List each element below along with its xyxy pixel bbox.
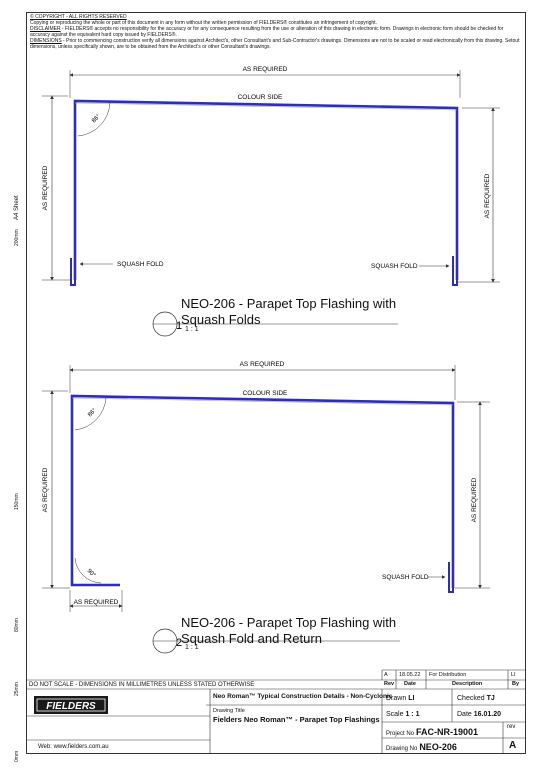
project-field: Project No FAC-NR-19001 — [386, 727, 478, 737]
rev-row-rev: A — [384, 672, 388, 678]
scale-field: Scale 1 : 1 — [386, 711, 419, 718]
detail-1-flashing-profile — [73, 99, 459, 280]
titleblock-grid — [26, 669, 526, 754]
scale-label: Scale — [386, 711, 404, 718]
detail-2-angle-top-label: 86° — [87, 407, 98, 418]
website-text: Web: www.fielders.com.au — [38, 744, 109, 750]
checked-value: TJ — [486, 695, 495, 702]
detail-1-title: NEO-206 - Parapet Top Flashing with Squa… — [181, 296, 396, 328]
copyright-text: Copying or reproducing the whole or part… — [30, 20, 377, 26]
rev-row-by: LI — [511, 672, 516, 678]
rev-row-date: 18.05.22 — [399, 672, 421, 678]
date-value: 16.01.20 — [473, 711, 501, 718]
disclaimer-label: DISCLAIMER — [30, 26, 61, 32]
drawing-sheet-border — [26, 12, 526, 754]
detail-1-angle-label: 86° — [91, 113, 102, 124]
drawing-no-field: Drawing No NEO-206 — [386, 742, 457, 752]
detail-1-dim-left-label: AS REQUIRED — [42, 165, 49, 210]
dimensions-label: DIMENSIONS — [30, 38, 62, 44]
detail-1-colour-side-label: COLOUR SIDE — [238, 94, 283, 101]
detail-2-dim-right-label: AS REQUIRED — [471, 477, 478, 522]
drawing-notes: © COPYRIGHT - ALL RIGHTS RESERVED Copyin… — [30, 14, 520, 50]
detail-1-scale: 1 : 1 — [185, 326, 199, 333]
rev-header-by: By — [512, 681, 520, 687]
detail-2-drawing: AS REQUIRED AS REQUIRED AS REQUIRED AS R… — [42, 361, 490, 654]
detail-2-angle-bottom-label: 90° — [86, 568, 97, 579]
detail-2-scale: 1 : 1 — [185, 644, 199, 651]
date-label: Date — [457, 711, 472, 718]
detail-2-colour-side-label: COLOUR SIDE — [243, 390, 288, 397]
fielders-logo: FIELDERS — [34, 696, 108, 714]
drawing-title: Fielders Neo Roman™ - Parapet Top Flashi… — [213, 715, 380, 724]
detail-1-squash-fold-left — [70, 258, 76, 286]
rev-value: A — [509, 740, 517, 751]
drawn-value: LI — [408, 695, 415, 702]
rev-header-rev: Rev — [384, 681, 395, 687]
do-not-scale-note: DO NOT SCALE - DIMENSIONS IN MILLIMETRES… — [29, 682, 255, 688]
project-label: Project No — [386, 731, 415, 737]
detail-1-angle-arc — [77, 101, 111, 137]
detail-1-dim-top-label: AS REQUIRED — [243, 66, 288, 73]
checked-label: Checked — [457, 695, 485, 702]
series-title: Neo Roman™ Typical Construction Details … — [213, 693, 393, 700]
drawing-title-label: Drawing Title — [213, 708, 245, 714]
rev-header-description: Description — [452, 681, 483, 687]
detail-2-dim-left-label: AS REQUIRED — [42, 467, 49, 512]
detail-2-title-line1: NEO-206 - Parapet Top Flashing with — [181, 615, 397, 630]
dimensions-text: - Prior to commencing construction verif… — [30, 38, 520, 50]
drawn-field: Drawn LI — [386, 695, 414, 702]
detail-2-dim-top-label: AS REQUIRED — [240, 361, 285, 368]
detail-2-title: NEO-206 - Parapet Top Flashing with Squa… — [181, 615, 396, 647]
drawing-no-value: NEO-206 — [419, 742, 457, 752]
checked-field: Checked TJ — [457, 695, 495, 702]
detail-2-flashing-profile — [70, 394, 455, 588]
project-value: FAC-NR-19001 — [415, 727, 478, 737]
detail-1-title-line2: Squash Folds — [181, 312, 261, 327]
detail-2-squash-fold-right-label: SQUASH FOLD — [382, 574, 429, 581]
detail-2-squash-fold-right — [448, 562, 454, 593]
detail-2-dim-return-label: AS REQUIRED — [74, 599, 119, 606]
detail-2-angle-arc-bottom — [74, 557, 102, 584]
rev-row-description: For Distribution — [429, 672, 467, 678]
detail-1-squash-fold-left-label: SQUASH FOLD — [117, 261, 164, 268]
detail-1-number: 1 — [176, 320, 182, 332]
date-field: Date 16.01.20 — [457, 711, 501, 718]
copyright-heading: © COPYRIGHT - ALL RIGHTS RESERVED — [30, 14, 127, 20]
detail-1-dim-right-label: AS REQUIRED — [484, 173, 491, 218]
detail-2-title-line2: Squash Fold and Return — [181, 631, 322, 646]
detail-1-drawing: AS REQUIRED AS REQUIRED AS REQUIRED 86° … — [42, 66, 500, 337]
rev-header-date: Date — [404, 681, 416, 687]
brand-logo-text: FIELDERS — [46, 701, 96, 712]
detail-2-angle-arc-top — [74, 397, 107, 431]
drawn-label: Drawn — [386, 695, 407, 702]
rev-label: rev — [507, 724, 516, 730]
detail-2-number: 2 — [176, 637, 182, 649]
drawing-no-label: Drawing No — [386, 746, 418, 752]
detail-1-squash-fold-right-label: SQUASH FOLD — [371, 263, 418, 270]
detail-1-squash-fold-right — [452, 256, 458, 286]
detail-1-title-line1: NEO-206 - Parapet Top Flashing with — [181, 296, 397, 311]
disclaimer-text: - FIELDERS® accepts no responsibility fo… — [30, 26, 504, 38]
scale-value: 1 : 1 — [405, 711, 420, 718]
